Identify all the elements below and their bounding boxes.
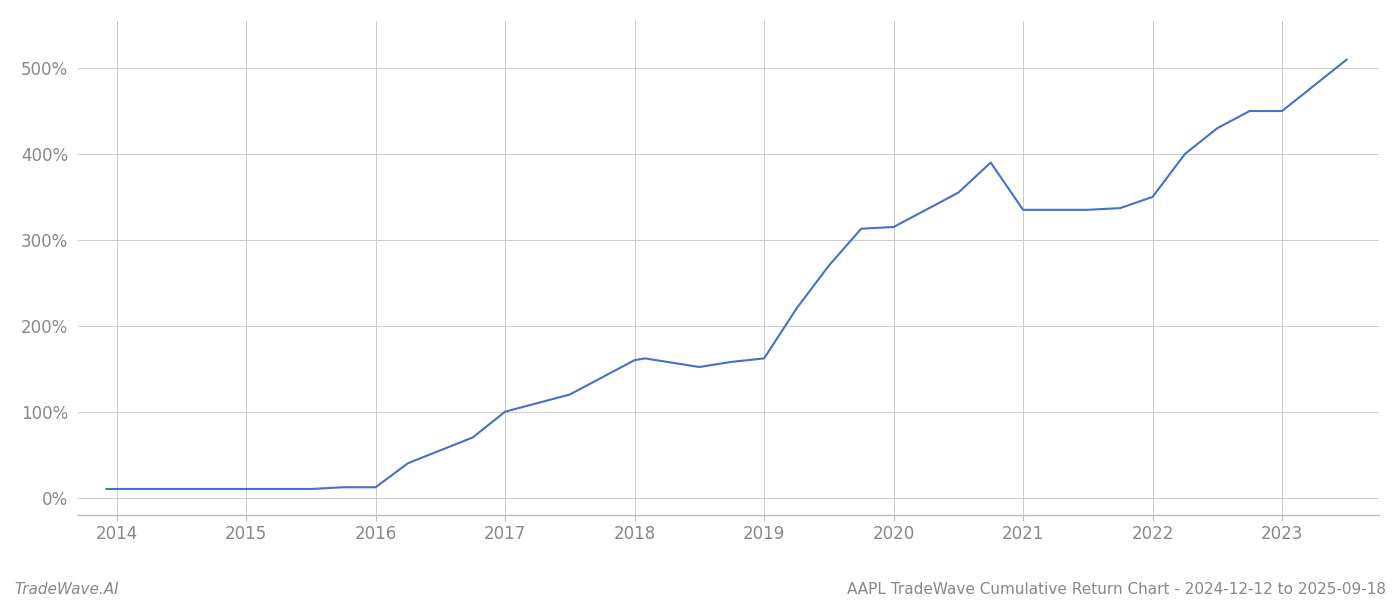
Text: TradeWave.AI: TradeWave.AI — [14, 582, 119, 597]
Text: AAPL TradeWave Cumulative Return Chart - 2024-12-12 to 2025-09-18: AAPL TradeWave Cumulative Return Chart -… — [847, 582, 1386, 597]
